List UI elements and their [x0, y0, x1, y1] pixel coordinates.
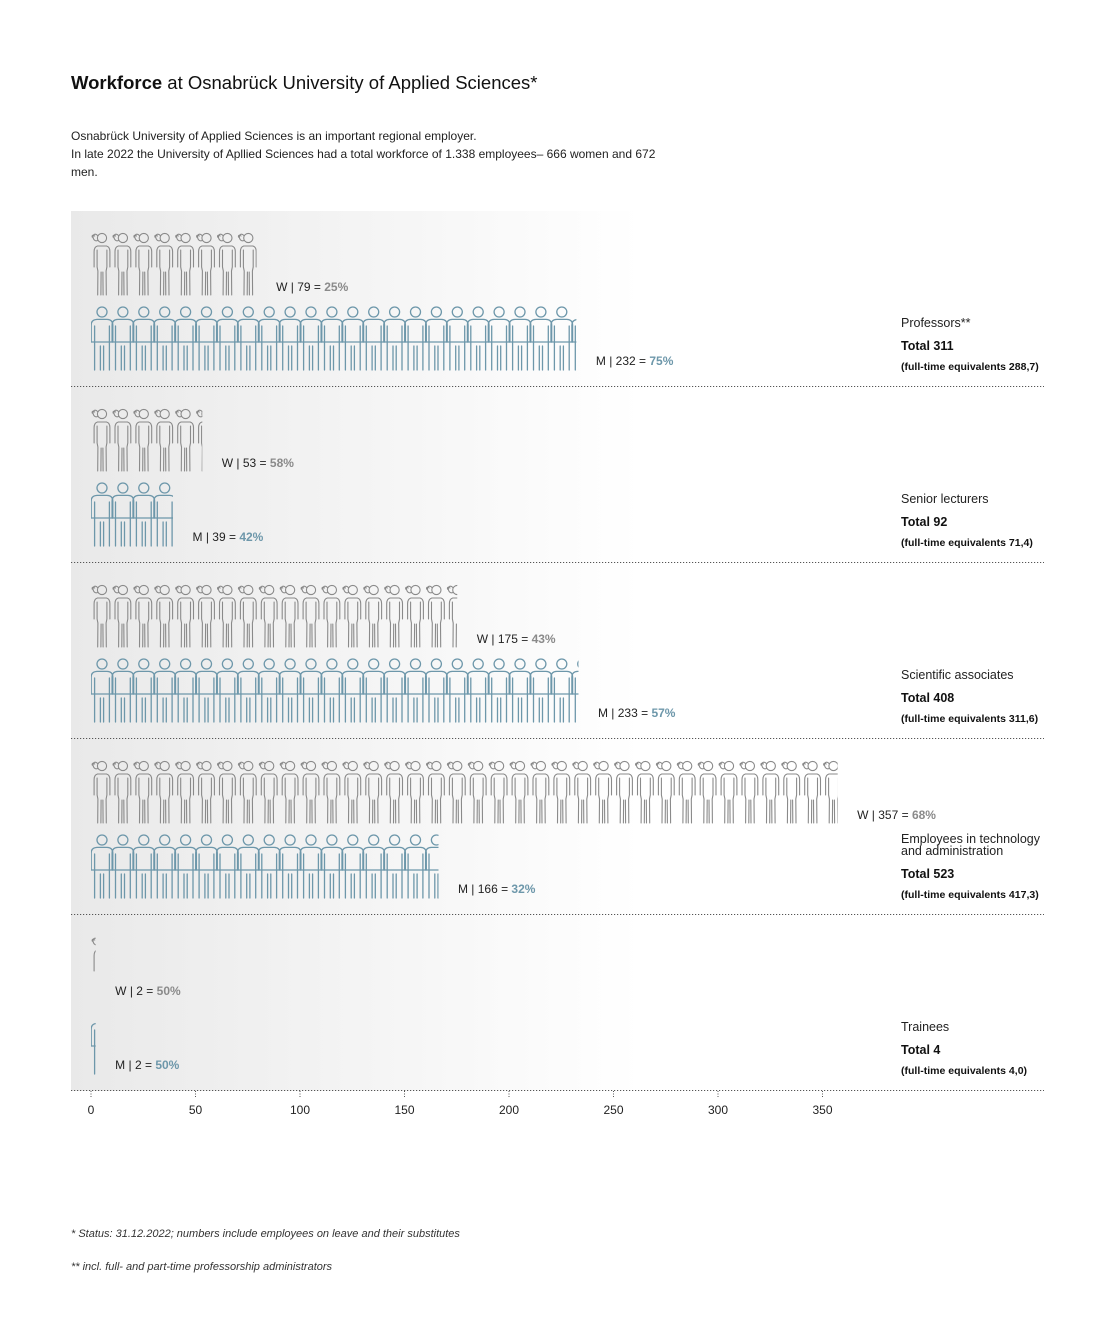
x-axis: 0 50 100 150 200 250 300 350: [88, 1091, 833, 1117]
workforce-pictogram-chart: W | 79 = 25% M | 232 = 75% W | 53 = 58% M |…: [71, 211, 1044, 1117]
category-label-2-0: Scientific associates: [901, 668, 1014, 682]
woman-icon: [781, 760, 801, 824]
page-title-rest: at Osnabrück University of Applied Scien…: [162, 72, 538, 93]
category-fte-1: (full-time equivalents 71,4): [901, 537, 1033, 549]
value-label-w-1: W | 53 = 58%: [222, 456, 294, 470]
woman-icon: [739, 760, 759, 824]
category-labels: Professors** Total 311 (full-time equivale…: [901, 316, 1041, 1077]
value-label-w-0: W | 79 = 25%: [276, 280, 348, 294]
value-label-m-1: M | 39 = 42%: [193, 530, 264, 544]
category-fte-3: (full-time equivalents 417,3): [901, 889, 1039, 901]
intro-line-2: In late 2022 the University of Apllied S…: [71, 147, 656, 179]
category-label-0-0: Professors**: [901, 316, 971, 330]
value-labels: W | 79 = 25% M | 232 = 75% W | 53 = 58% M |…: [115, 280, 936, 1072]
x-tick-label-350: 350: [812, 1103, 832, 1117]
category-total-0: Total 311: [901, 339, 954, 353]
category-fte-2: (full-time equivalents 311,6): [901, 713, 1038, 725]
x-tick-label-0: 0: [88, 1103, 95, 1117]
category-label-3-0: Employees in technology: [901, 832, 1041, 846]
x-tick-label-250: 250: [603, 1103, 623, 1117]
category-fte-4: (full-time equivalents 4,0): [901, 1065, 1027, 1077]
value-label-m-4: M | 2 = 50%: [115, 1058, 179, 1072]
woman-icon: [697, 760, 717, 824]
woman-icon: [718, 760, 738, 824]
band-bg-0: [71, 211, 641, 387]
page-title-bold: Workforce: [71, 72, 163, 93]
x-tick-label-300: 300: [708, 1103, 728, 1117]
category-label-3-1: and administration: [901, 844, 1003, 858]
value-label-w-2: W | 175 = 43%: [477, 632, 556, 646]
woman-icon: [655, 760, 675, 824]
x-tick-label-50: 50: [189, 1103, 203, 1117]
footnote-status: * Status: 31.12.2022; numbers include em…: [71, 1228, 460, 1240]
value-label-w-4: W | 2 = 50%: [115, 984, 181, 998]
category-total-1: Total 92: [901, 515, 947, 529]
x-tick-label-100: 100: [290, 1103, 310, 1117]
woman-icon: [802, 760, 822, 824]
page-title: Workforce at Osnabrück University of App…: [71, 72, 537, 94]
footnote-professorship: ** incl. full- and part-time professorsh…: [71, 1261, 333, 1273]
band-backgrounds: [71, 211, 1044, 1091]
value-label-w-3: W | 357 = 68%: [857, 808, 936, 822]
category-fte-0: (full-time equivalents 288,7): [901, 361, 1039, 373]
woman-icon: [823, 760, 838, 824]
woman-icon: [676, 760, 696, 824]
band-bg-4: [71, 915, 641, 1091]
band-bg-2: [71, 563, 641, 739]
category-label-4-0: Trainees: [901, 1020, 949, 1034]
woman-icon: [760, 760, 780, 824]
value-label-m-0: M | 232 = 75%: [596, 354, 674, 368]
band-bg-3: [71, 739, 641, 915]
x-tick-label-200: 200: [499, 1103, 519, 1117]
category-total-3: Total 523: [901, 867, 954, 881]
category-total-4: Total 4: [901, 1043, 940, 1057]
value-label-m-2: M | 233 = 57%: [598, 706, 676, 720]
category-total-2: Total 408: [901, 691, 954, 705]
value-label-m-3: M | 166 = 32%: [458, 882, 536, 896]
band-bg-1: [71, 387, 641, 563]
intro-line-1: Osnabrück University of Applied Sciences…: [71, 129, 477, 143]
x-tick-label-150: 150: [394, 1103, 414, 1117]
category-label-1-0: Senior lecturers: [901, 492, 989, 506]
intro-text: Osnabrück University of Applied Sciences…: [71, 127, 671, 181]
